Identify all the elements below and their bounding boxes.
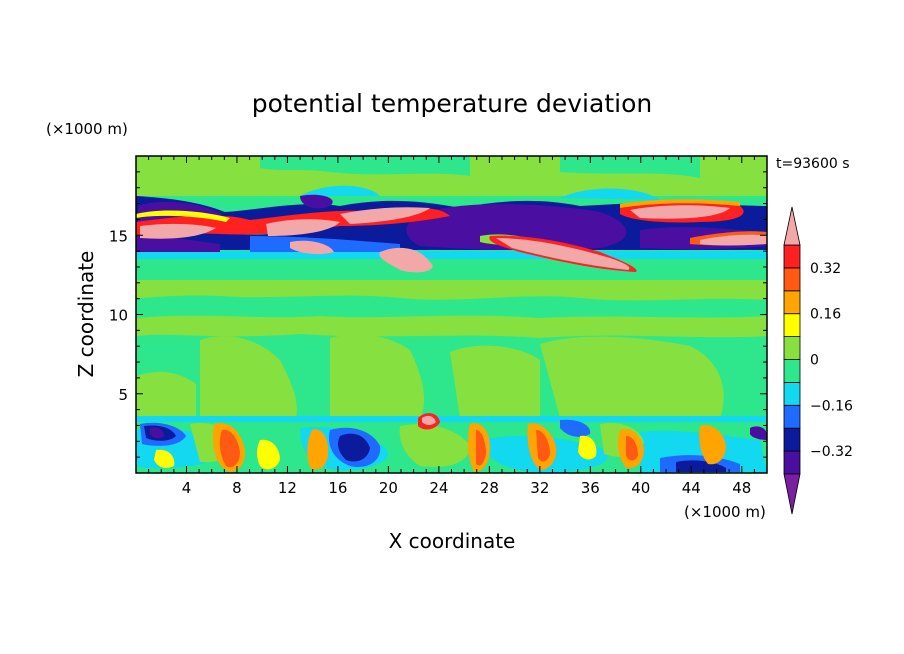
- colorbar-tick-label: −0.16: [810, 398, 853, 414]
- bl-warm-7: [257, 439, 280, 470]
- colorbar-tick-label: 0.32: [810, 261, 841, 277]
- colorbar-tick-label: 0: [810, 353, 819, 369]
- colorbar-band: [783, 267, 801, 292]
- x-tick-label: 48: [732, 479, 751, 497]
- pink-layer-r2: [700, 234, 767, 246]
- pink-streak-2: [379, 247, 433, 273]
- bl-warm-5-core: [626, 436, 638, 461]
- mid-lightgreen-band: [136, 280, 767, 301]
- pink-layer-2: [266, 219, 340, 236]
- mid-column-1: [200, 336, 297, 418]
- colorbar-band: [783, 359, 801, 383]
- bl-yellow-1: [578, 435, 597, 460]
- x-axis-label: X coordinate: [389, 529, 516, 553]
- pink-layer-right: [630, 205, 730, 219]
- y-axis: 5 10 15: [109, 171, 767, 458]
- top-cyan-patch2: [560, 188, 660, 200]
- colorbar-band: [783, 244, 801, 269]
- bl-warm-3-core: [476, 430, 486, 466]
- bl-warm-8-inner: [422, 415, 436, 425]
- colorbar-band: [783, 313, 801, 338]
- x-tick-label: 24: [429, 479, 448, 497]
- top-cyan-patch: [300, 185, 380, 196]
- x-tick-label: 40: [631, 479, 650, 497]
- bl-lightgreen-2: [399, 424, 470, 468]
- layer-tropopause-band2: [136, 259, 767, 273]
- top-light-green2: [560, 156, 700, 178]
- x-tick-label: 8: [232, 479, 242, 497]
- bl-warm-4-core: [536, 430, 550, 462]
- chart-title: potential temperature deviation: [252, 89, 652, 118]
- colorbar-tick-label: 0.16: [810, 307, 841, 323]
- mid-column-3: [450, 345, 540, 418]
- bl-warm-6: [699, 425, 726, 465]
- orange-edge: [620, 199, 740, 208]
- colorbar-band: [783, 427, 801, 452]
- bl-purple-2: [750, 426, 767, 440]
- y-tick-label: 15: [109, 227, 128, 245]
- upper-purple-2: [406, 204, 627, 251]
- top-light-green: [260, 156, 470, 176]
- x-tick-label: 20: [379, 479, 398, 497]
- y-unit-label: (×1000 m): [46, 120, 128, 138]
- colorbar-band: [783, 404, 801, 429]
- x-tick-label: 4: [182, 479, 192, 497]
- yellow-edge: [136, 210, 230, 222]
- mid-column-5: [136, 371, 196, 418]
- colorbar-band: [783, 381, 801, 406]
- upper-purple-4: [300, 194, 333, 209]
- mid-lightgreen-band2: [136, 315, 767, 338]
- bl-dark-2: [338, 433, 370, 462]
- layer-tropopause-band: [136, 251, 767, 259]
- x-tick-label: 36: [581, 479, 600, 497]
- colorbar-band: [783, 336, 801, 360]
- x-tick-label: 28: [480, 479, 499, 497]
- colorbar-band: [783, 290, 801, 315]
- x-tick-label: 32: [530, 479, 549, 497]
- mid-column-2: [330, 334, 425, 418]
- x-tick-label: 16: [328, 479, 347, 497]
- bl-yellow-2: [154, 449, 175, 468]
- x-tick-label: 12: [278, 479, 297, 497]
- colorbar-tick-label: −0.32: [810, 444, 853, 460]
- colorbar-below-triangle: [783, 473, 801, 515]
- bl-purple-1: [150, 427, 164, 439]
- pink-streak-3: [290, 240, 334, 255]
- bl-warm-1-core: [219, 429, 240, 468]
- upper-blue-1: [250, 236, 400, 252]
- pink-streak-inner: [496, 238, 630, 270]
- pink-layer-1: [140, 223, 216, 239]
- colorbar: 0.32 0.16 0 −0.16 −0.32: [783, 206, 853, 515]
- mid-column-4: [540, 336, 724, 418]
- heatmap-field: [136, 156, 767, 473]
- x-tick-label: 44: [682, 479, 701, 497]
- colorbar-band: [783, 450, 801, 475]
- bl-blue-4: [560, 419, 591, 437]
- colorbar-above-triangle: [783, 206, 801, 246]
- time-label: t=93600 s: [776, 156, 850, 172]
- bl-warm-2: [307, 429, 329, 470]
- x-axis: 4 8 12 16 20 24 28 32 36 40 44 48: [148, 156, 755, 497]
- y-tick-label: 5: [118, 386, 128, 404]
- bl-cyan-top: [136, 416, 767, 422]
- pink-layer-3: [340, 207, 430, 224]
- y-axis-label: Z coordinate: [74, 251, 98, 378]
- x-unit-label: (×1000 m): [684, 503, 766, 521]
- y-tick-label: 10: [109, 307, 128, 325]
